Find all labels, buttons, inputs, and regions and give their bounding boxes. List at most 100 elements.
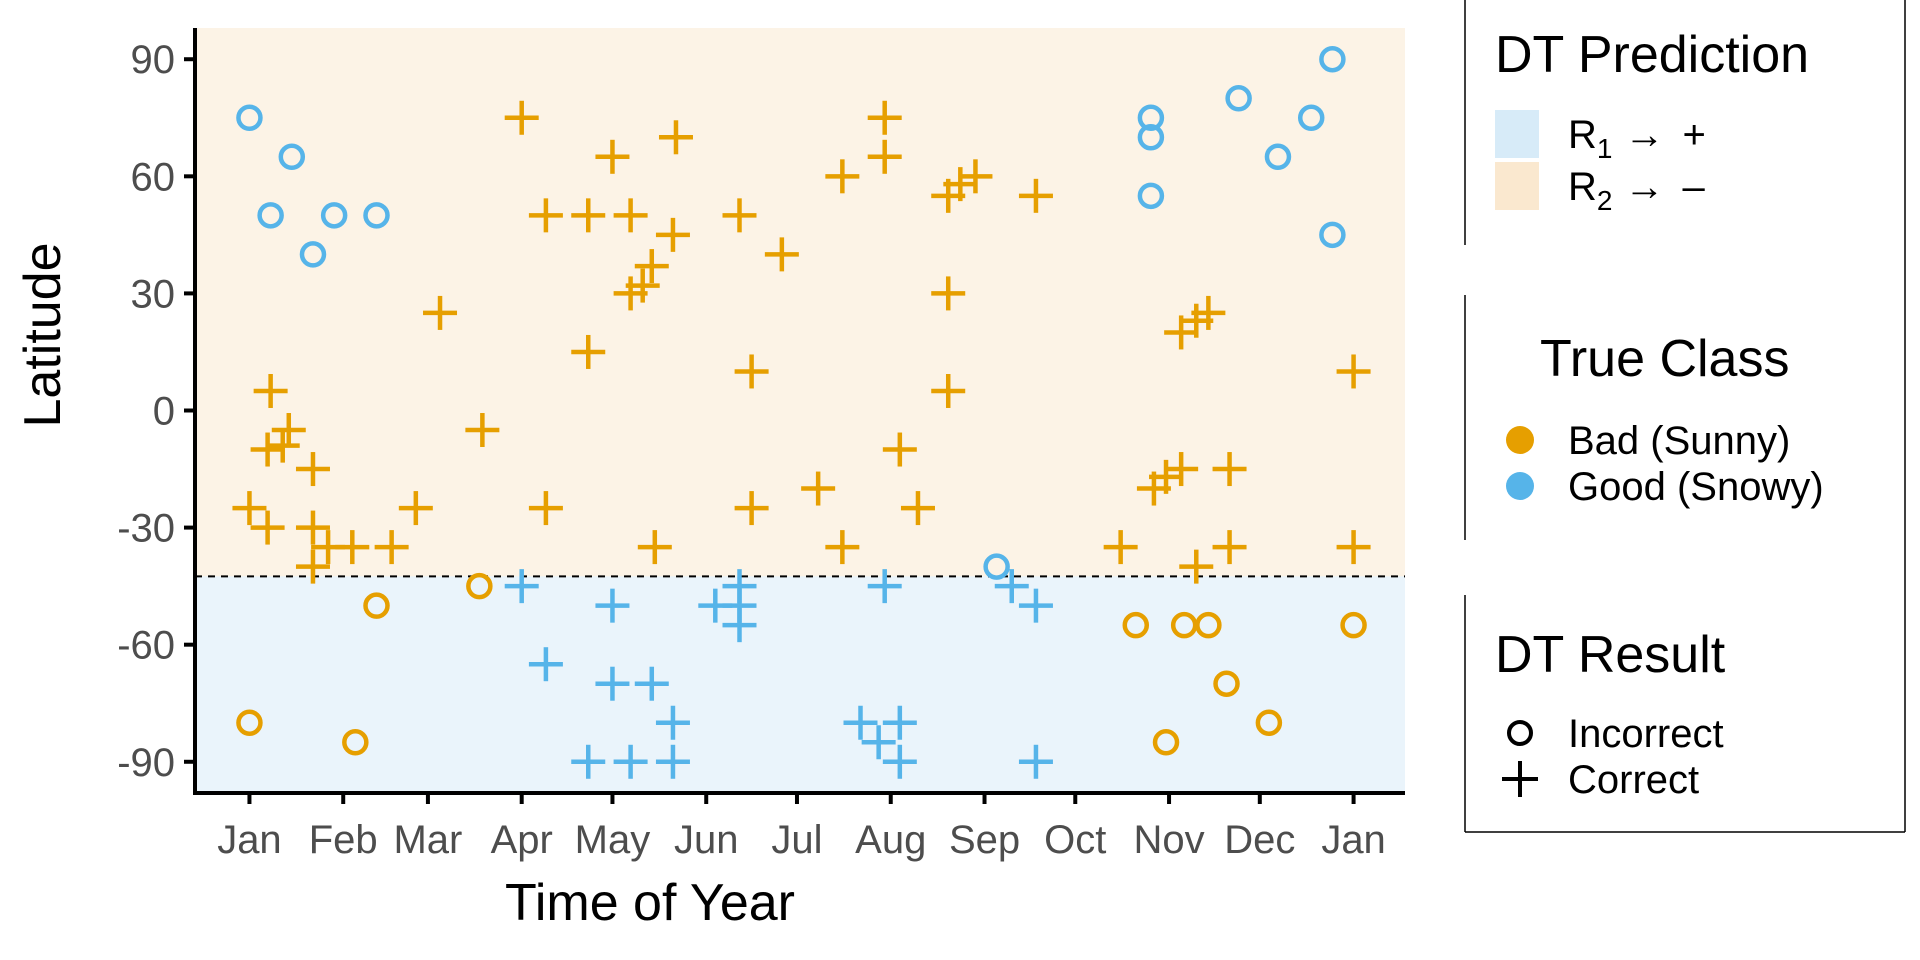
good-snowy-incorrect-point: [236, 104, 263, 132]
good-snowy-correct-point: [994, 569, 1029, 604]
bad-sunny-incorrect-point: [1152, 729, 1180, 756]
x-tick-label: Apr: [491, 818, 553, 862]
legend-frame: [1464, 0, 1906, 833]
bad-sunny-correct-point: [571, 334, 606, 369]
y-tick-label: -30: [117, 507, 175, 551]
good-snowy-correct-point: [882, 744, 917, 779]
legend-good-dot: [1506, 472, 1534, 500]
bad-sunny-correct-point: [825, 159, 860, 194]
x-axis-ticks: Jan Feb Mar Apr May Jun Jul Aug Sep Oct Nov Dec Jan: [217, 793, 1386, 862]
good-snowy-correct-point: [571, 744, 606, 779]
bad-sunny-correct-point: [1212, 530, 1247, 565]
good-snowy-incorrect-point: [1225, 85, 1252, 112]
bad-sunny-correct-point: [764, 237, 799, 272]
bad-sunny-correct-point: [900, 491, 935, 526]
bad-sunny-correct-point: [867, 100, 902, 135]
legend-good-label: Good (Snowy): [1568, 465, 1824, 509]
bad-sunny-incorrect-point: [1195, 611, 1222, 639]
x-tick-label: Nov: [1133, 818, 1204, 862]
good-snowy-incorrect-point: [1137, 182, 1165, 210]
bad-sunny-incorrect-point: [466, 572, 493, 600]
good-snowy-correct-point: [1018, 588, 1053, 623]
bad-sunny-correct-point: [1103, 530, 1138, 565]
legend-incorrect-label: Incorrect: [1568, 712, 1724, 756]
bad-sunny-correct-point: [1179, 549, 1214, 584]
x-axis-title: Time of Year: [505, 874, 795, 932]
y-axis-ticks: 90 60 30 0 -30 -60 -90: [117, 38, 195, 785]
bad-sunny-incorrect-point: [236, 709, 263, 736]
good-snowy-correct-point: [722, 608, 757, 643]
bad-sunny-correct-point: [1191, 295, 1226, 330]
bad-sunny-correct-point: [867, 139, 902, 174]
bad-sunny-correct-point: [335, 530, 370, 565]
good-snowy-correct-point: [595, 666, 630, 701]
good-snowy-correct-point: [613, 744, 648, 779]
legend-item-r1: R1 → +: [1568, 113, 1706, 164]
bad-sunny-correct-point: [253, 373, 288, 408]
good-snowy-correct-point: [1018, 744, 1053, 779]
legend-r2-subscript: 2: [1597, 185, 1613, 216]
x-tick-label: May: [575, 818, 651, 862]
legend-correct-plus-icon: [1502, 761, 1538, 797]
bad-sunny-correct-point: [1336, 530, 1371, 565]
good-snowy-correct-point: [861, 725, 896, 760]
good-snowy-incorrect-point: [1264, 143, 1292, 171]
y-tick-label: 60: [131, 155, 176, 199]
bad-sunny-correct-point: [931, 276, 966, 311]
good-snowy-correct-point: [843, 705, 878, 740]
bad-sunny-correct-point: [931, 373, 966, 408]
bad-sunny-correct-point: [801, 471, 836, 506]
good-snowy-incorrect-point: [1137, 104, 1165, 132]
legend-r2-sign: –: [1682, 165, 1705, 209]
x-tick-label: Jan: [1321, 818, 1386, 862]
bad-sunny-correct-point: [613, 198, 648, 233]
bad-sunny-correct-point: [734, 491, 769, 526]
bad-sunny-correct-point: [734, 354, 769, 389]
x-tick-label: Aug: [855, 818, 926, 862]
legend-class-title: True Class: [1540, 330, 1789, 388]
bad-sunny-correct-point: [1336, 354, 1371, 389]
bad-sunny-correct-point: [571, 198, 606, 233]
bad-sunny-correct-point: [374, 530, 409, 565]
legend-r2-arrow: →: [1624, 165, 1664, 209]
bad-sunny-incorrect-point: [342, 729, 369, 756]
bad-sunny-correct-point: [265, 428, 300, 463]
good-snowy-incorrect-point: [320, 202, 348, 229]
bad-sunny-correct-point: [634, 249, 669, 284]
legend-swatch-r1: [1495, 110, 1539, 158]
y-axis-title: Latitude: [14, 242, 72, 427]
legend-true-class: True Class Bad (Sunny) Good (Snowy): [1506, 330, 1824, 509]
good-snowy-correct-point: [528, 647, 563, 682]
good-snowy-incorrect-point: [1319, 221, 1346, 249]
x-tick-label: Feb: [309, 818, 378, 862]
bad-sunny-correct-point: [295, 510, 330, 545]
legend-result-title: DT Result: [1495, 626, 1726, 684]
bad-sunny-correct-point: [658, 120, 693, 155]
bad-sunny-correct-point: [295, 549, 330, 584]
good-snowy-incorrect-point: [983, 553, 1010, 580]
bad-sunny-correct-point: [625, 268, 660, 303]
data-points: [232, 45, 1371, 779]
bad-sunny-correct-point: [295, 452, 330, 487]
good-snowy-correct-point: [655, 705, 690, 740]
legend-r1-region: R: [1568, 113, 1597, 157]
legend-r2-region: R: [1568, 165, 1597, 209]
bad-sunny-correct-point: [882, 432, 917, 467]
good-snowy-correct-point: [882, 705, 917, 740]
legend-incorrect-circle-icon: [1507, 720, 1533, 746]
bad-sunny-incorrect-point: [1122, 611, 1150, 639]
good-snowy-incorrect-point: [299, 241, 327, 268]
bad-sunny-incorrect-point: [363, 592, 390, 619]
good-snowy-incorrect-point: [1297, 104, 1325, 132]
x-tick-label: Jul: [771, 818, 822, 862]
legend-correct-label: Correct: [1568, 758, 1699, 802]
bad-sunny-correct-point: [1149, 459, 1184, 494]
bad-sunny-correct-point: [423, 295, 458, 330]
bad-sunny-correct-point: [958, 159, 993, 194]
x-tick-label: Dec: [1224, 818, 1295, 862]
good-snowy-correct-point: [504, 569, 539, 604]
legend-dt-result: DT Result Incorrect Correct: [1495, 626, 1726, 802]
bad-sunny-correct-point: [528, 491, 563, 526]
y-tick-label: 90: [131, 38, 176, 82]
